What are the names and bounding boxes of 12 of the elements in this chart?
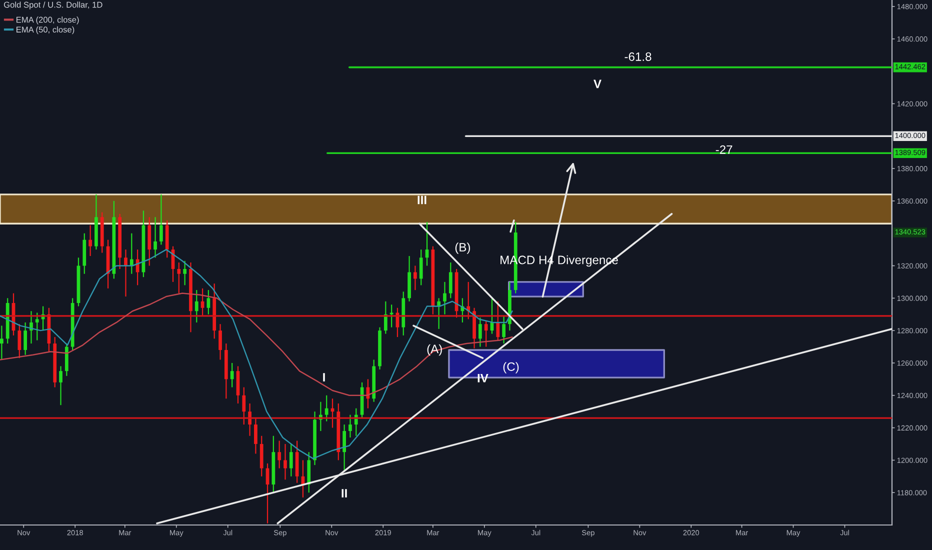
annotation: IV <box>478 374 488 382</box>
annotation: V <box>594 80 602 88</box>
chart-title: Gold Spot / U.S. Dollar, 1D <box>4 2 102 10</box>
legend-label: EMA (200, close) <box>16 16 79 24</box>
annotation: -27 <box>716 145 732 154</box>
annotation: (C) <box>503 362 519 374</box>
annotation: III <box>418 196 426 204</box>
legend-label: EMA (50, close) <box>16 26 74 34</box>
annotation: I <box>323 373 325 382</box>
annotation: -61.8 <box>624 52 652 61</box>
annotation: II <box>342 489 347 498</box>
annotation: (B) <box>455 242 470 254</box>
